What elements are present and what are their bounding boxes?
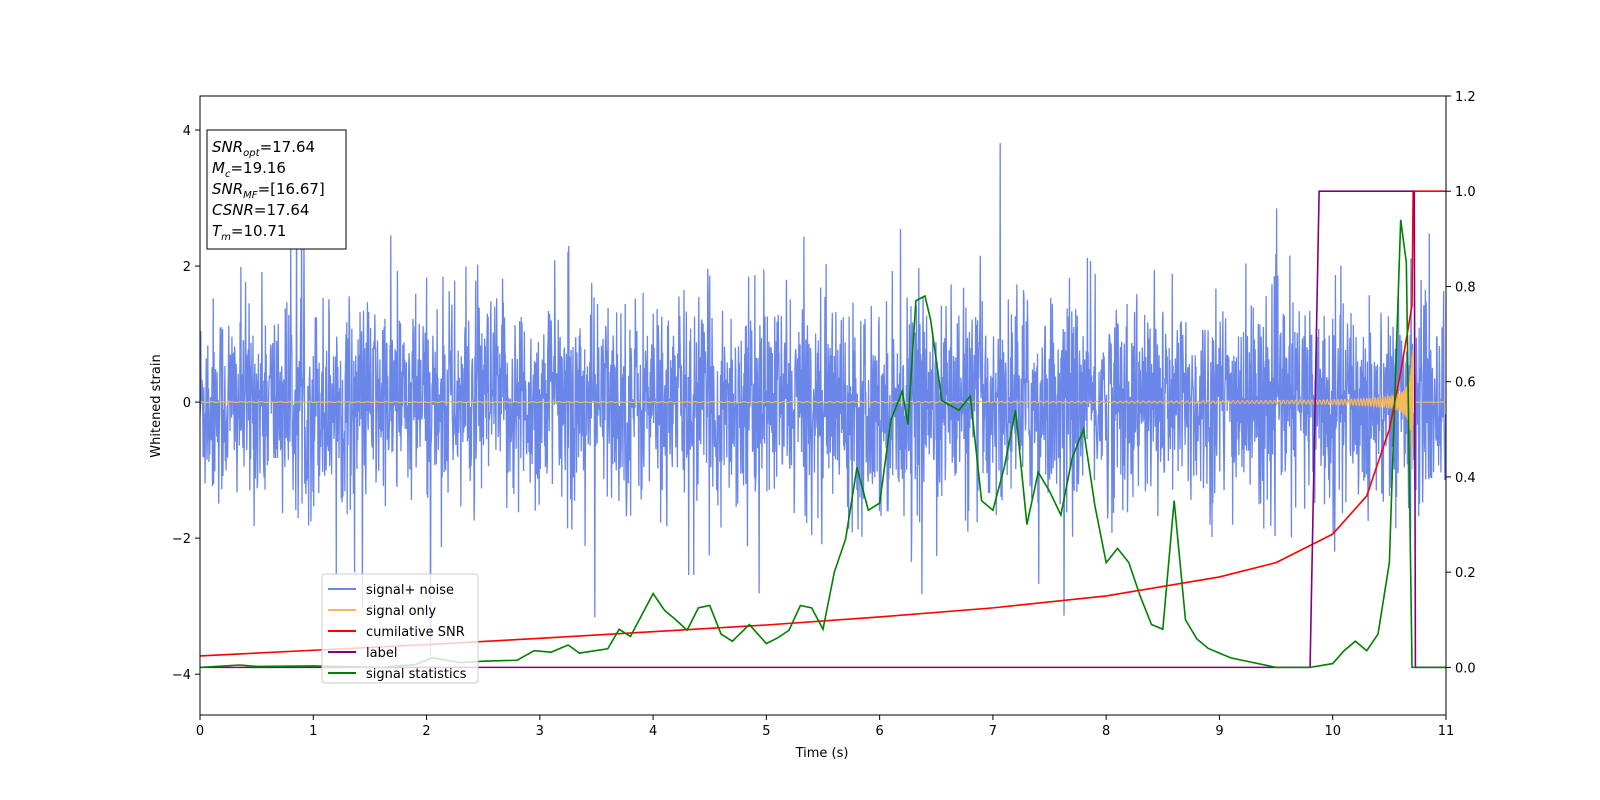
annotation-line: CSNR=17.64 [212, 201, 309, 219]
x-tick-label: 7 [989, 724, 997, 739]
y-left-tick-label: 2 [183, 260, 191, 275]
series-line-signal-only [200, 349, 1446, 470]
x-tick-label: 8 [1102, 724, 1110, 739]
y-right-tick-label: 0.0 [1455, 661, 1476, 676]
y-right-tick-label: 0.6 [1455, 376, 1476, 391]
legend-label: signal+ noise [366, 583, 454, 598]
annotation-line: Mc=19.16 [212, 159, 286, 180]
y-left-tick-label: −4 [172, 668, 191, 683]
x-tick-label: 5 [762, 724, 770, 739]
x-tick-label: 2 [422, 724, 430, 739]
x-tick-label: 6 [875, 724, 883, 739]
series-line-signal-noise [200, 142, 1446, 657]
annotation-line: SNRopt=17.64 [212, 138, 315, 159]
plot-area [199, 95, 1447, 716]
series-line-signal-statistics [200, 219, 1446, 669]
legend-label: label [366, 646, 397, 661]
right-y-axis-ticks: 0.0 0.2 0.4 0.6 0.8 1.0 1.2 [1446, 90, 1476, 676]
series-line-cumulative-snr [200, 190, 1446, 657]
x-tick-label: 11 [1438, 724, 1455, 739]
y-right-tick-label: 1.2 [1455, 90, 1476, 105]
y-axis-label: Whitened strain [149, 354, 164, 457]
x-tick-label: 3 [536, 724, 544, 739]
x-tick-label: 4 [649, 724, 657, 739]
x-tick-label: 1 [309, 724, 317, 739]
x-tick-label: 9 [1215, 724, 1223, 739]
snr-annotation-box: SNRopt=17.64Mc=19.16SNRMF=[16.67]CSNR=17… [206, 129, 347, 250]
legend-label: cumilative SNR [366, 625, 465, 640]
x-tick-label: 0 [196, 724, 204, 739]
y-right-tick-label: 0.4 [1455, 471, 1476, 486]
y-right-tick-label: 1.0 [1455, 185, 1476, 200]
y-right-tick-label: 0.8 [1455, 280, 1476, 295]
legend-label: signal only [366, 604, 436, 619]
legend-label: signal statistics [366, 667, 467, 682]
annotation-line: SNRMF=[16.67] [212, 180, 325, 201]
y-right-tick-label: 0.2 [1455, 566, 1476, 581]
legend: signal+ noise signal only cumilative SNR la… [321, 573, 479, 684]
x-axis-label: Time (s) [795, 746, 849, 761]
y-left-tick-label: 4 [183, 124, 191, 139]
annotation-line: Tm=10.71 [212, 222, 286, 243]
axes-frame [199, 95, 1447, 716]
left-y-axis-ticks: −4 −2 0 2 4 [172, 124, 200, 683]
x-tick-label: 10 [1324, 724, 1341, 739]
x-axis-ticks: 0 1 2 3 4 5 6 7 8 9 10 11 [196, 715, 1454, 739]
y-left-tick-label: −2 [172, 532, 191, 547]
y-left-tick-label: 0 [183, 396, 191, 411]
